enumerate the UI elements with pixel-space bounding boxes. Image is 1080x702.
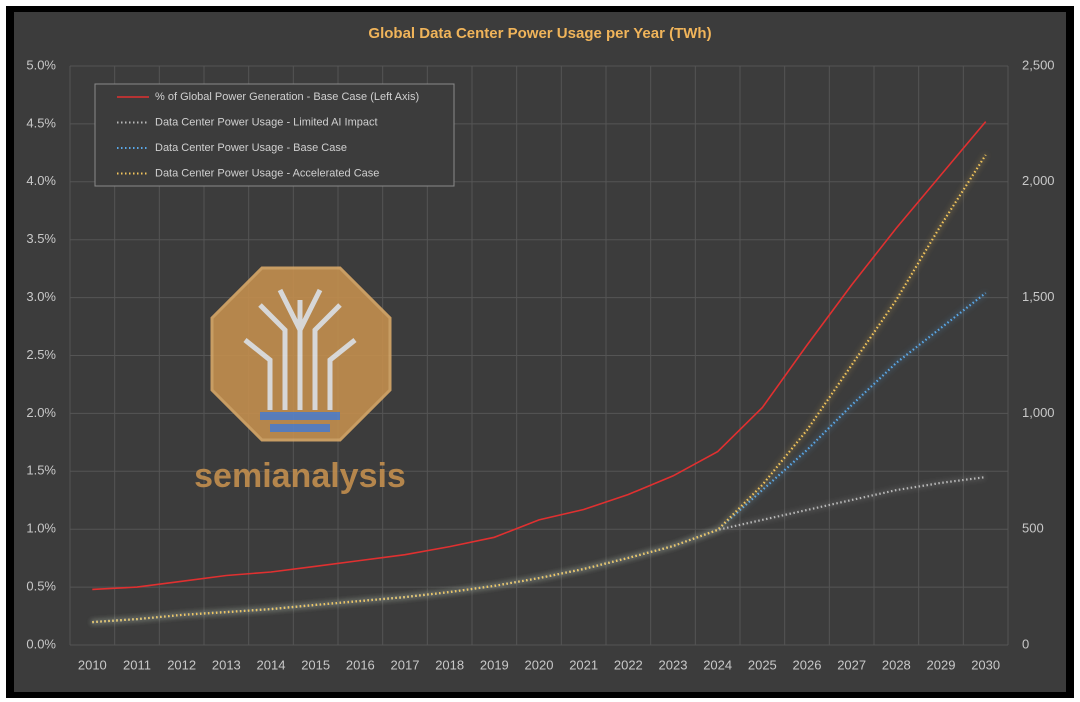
y2-tick-label: 2,000 (1022, 173, 1055, 188)
y-tick-label: 4.0% (26, 173, 56, 188)
x-tick-label: 2026 (793, 657, 822, 672)
y2-tick-label: 2,500 (1022, 57, 1055, 72)
legend-box (94, 83, 455, 187)
x-tick-label: 2024 (703, 657, 732, 672)
x-tick-label: 2021 (569, 657, 598, 672)
y-tick-label: 2.0% (26, 405, 56, 420)
x-tick-label: 2028 (882, 657, 911, 672)
x-tick-label: 2014 (257, 657, 286, 672)
y2-tick-label: 1,500 (1022, 289, 1055, 304)
x-tick-label: 2022 (614, 657, 643, 672)
y-tick-label: 0.5% (26, 579, 56, 594)
y-tick-label: 5.0% (26, 57, 56, 72)
legend-label: % of Global Power Generation - Base Case… (155, 91, 419, 103)
watermark-text: semianalysis (194, 457, 406, 495)
legend-label: Data Center Power Usage - Accelerated Ca… (155, 167, 379, 179)
x-tick-label: 2025 (748, 657, 777, 672)
y2-tick-label: 0 (1022, 636, 1029, 651)
y2-tick-label: 500 (1022, 521, 1044, 536)
logo-base (270, 424, 330, 432)
y-tick-label: 3.5% (26, 231, 56, 246)
x-tick-label: 2012 (167, 657, 196, 672)
y-tick-label: 1.0% (26, 521, 56, 536)
x-tick-label: 2020 (525, 657, 554, 672)
series-line (92, 154, 987, 624)
x-tick-label: 2018 (435, 657, 464, 672)
x-tick-label: 2010 (78, 657, 107, 672)
x-tick-label: 2015 (301, 657, 330, 672)
x-tick-label: 2019 (480, 657, 509, 672)
x-tick-label: 2029 (927, 657, 956, 672)
logo-base (260, 412, 340, 420)
x-tick-label: 2016 (346, 657, 375, 672)
x-tick-label: 2027 (837, 657, 866, 672)
y-tick-label: 2.5% (26, 347, 56, 362)
x-tick-label: 2023 (659, 657, 688, 672)
series-line (92, 121, 987, 591)
x-tick-label: 2017 (391, 657, 420, 672)
chart-title: Global Data Center Power Usage per Year … (368, 25, 711, 42)
watermark-logo: semianalysis (194, 266, 406, 495)
legend-label: Data Center Power Usage - Base Case (155, 142, 347, 154)
x-tick-label: 2013 (212, 657, 241, 672)
logo-tree (243, 288, 357, 410)
y-tick-label: 4.5% (26, 115, 56, 130)
y-tick-label: 0.0% (26, 636, 56, 651)
y-tick-label: 3.0% (26, 289, 56, 304)
y-tick-label: 1.5% (26, 463, 56, 478)
x-tick-label: 2030 (971, 657, 1000, 672)
x-tick-label: 2011 (123, 657, 151, 672)
legend-label: Data Center Power Usage - Limited AI Imp… (155, 116, 378, 128)
y2-tick-label: 1,000 (1022, 405, 1055, 420)
